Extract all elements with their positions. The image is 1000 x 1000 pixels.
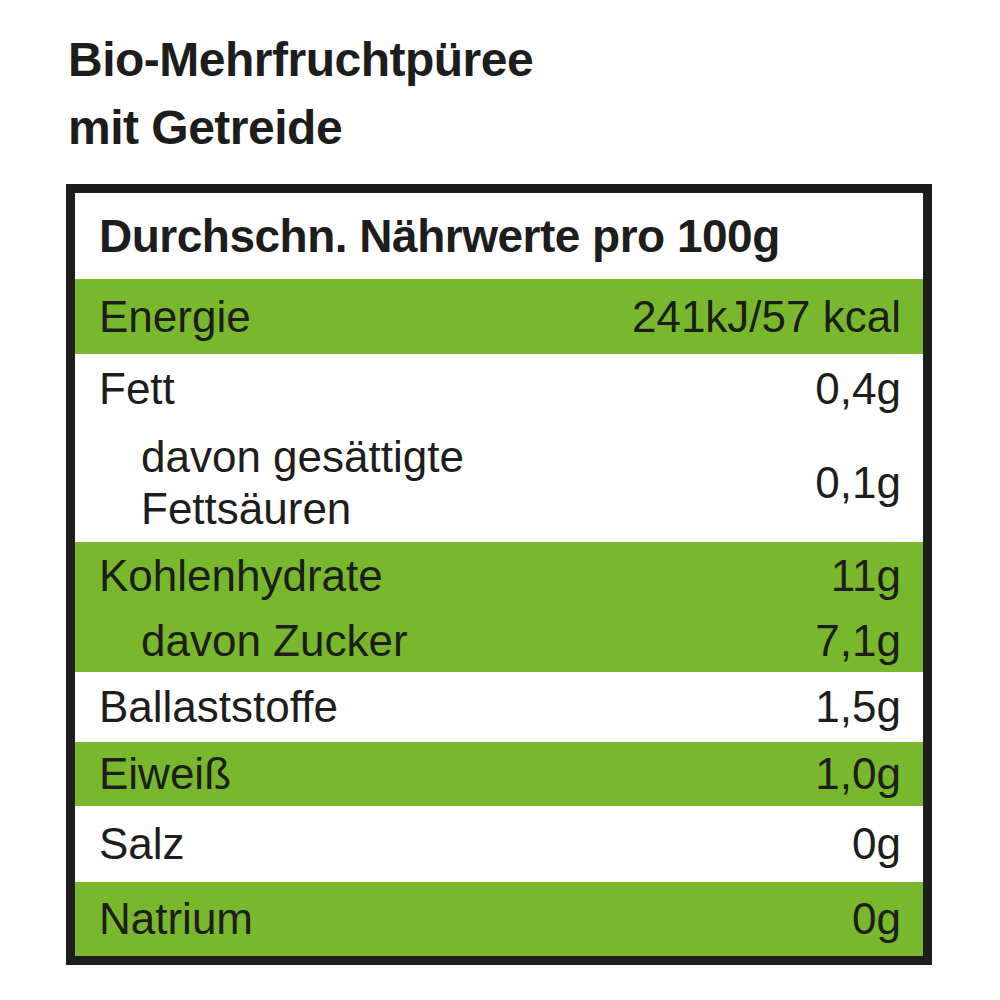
row-value: 1,5g <box>815 681 901 733</box>
row-value: 0,4g <box>815 363 901 415</box>
table-row-natrium: Natrium 0g <box>75 882 923 956</box>
table-row-energie: Energie 241kJ/57 kcal <box>75 279 923 354</box>
table-row-fett: Fett 0,4g <box>75 354 923 424</box>
row-label: Natrium <box>99 893 253 945</box>
row-label: Eiweiß <box>99 748 231 800</box>
table-row-kohlenhydrate: Kohlenhydrate 11g <box>75 542 923 609</box>
row-value: 1,0g <box>815 748 901 800</box>
table-row-davon-zucker: davon Zucker 7,1g <box>75 609 923 672</box>
row-label: Ballaststoffe <box>99 681 338 733</box>
nutrition-label-page: Bio-Mehrfruchtpüree mit Getreide Durchsc… <box>0 0 1000 1000</box>
row-value: 0g <box>852 893 901 945</box>
row-value: 11g <box>831 550 901 602</box>
row-label: Energie <box>99 291 251 343</box>
table-header-row: Durchschn. Nährwerte pro 100g <box>75 193 923 279</box>
row-label: davon Zucker <box>99 615 408 667</box>
row-label: davon gesättigte Fettsäuren <box>99 431 464 535</box>
row-label: Salz <box>99 818 185 870</box>
table-row-salz: Salz 0g <box>75 806 923 882</box>
nutrition-table: Durchschn. Nährwerte pro 100g Energie 24… <box>66 184 932 965</box>
row-label: Fett <box>99 363 175 415</box>
table-header-label: Durchschn. Nährwerte pro 100g <box>99 209 780 263</box>
row-value: 7,1g <box>815 615 901 667</box>
row-value: 0g <box>852 818 901 870</box>
row-value: 241kJ/57 kcal <box>632 291 901 343</box>
table-row-ballaststoffe: Ballaststoffe 1,5g <box>75 672 923 742</box>
table-row-gesaettigte-fettsaeuren: davon gesättigte Fettsäuren 0,1g <box>75 424 923 542</box>
product-title: Bio-Mehrfruchtpüree mit Getreide <box>68 26 533 162</box>
row-label: Kohlenhydrate <box>99 550 383 602</box>
table-row-eiweiss: Eiweiß 1,0g <box>75 742 923 806</box>
row-value: 0,1g <box>815 457 901 509</box>
